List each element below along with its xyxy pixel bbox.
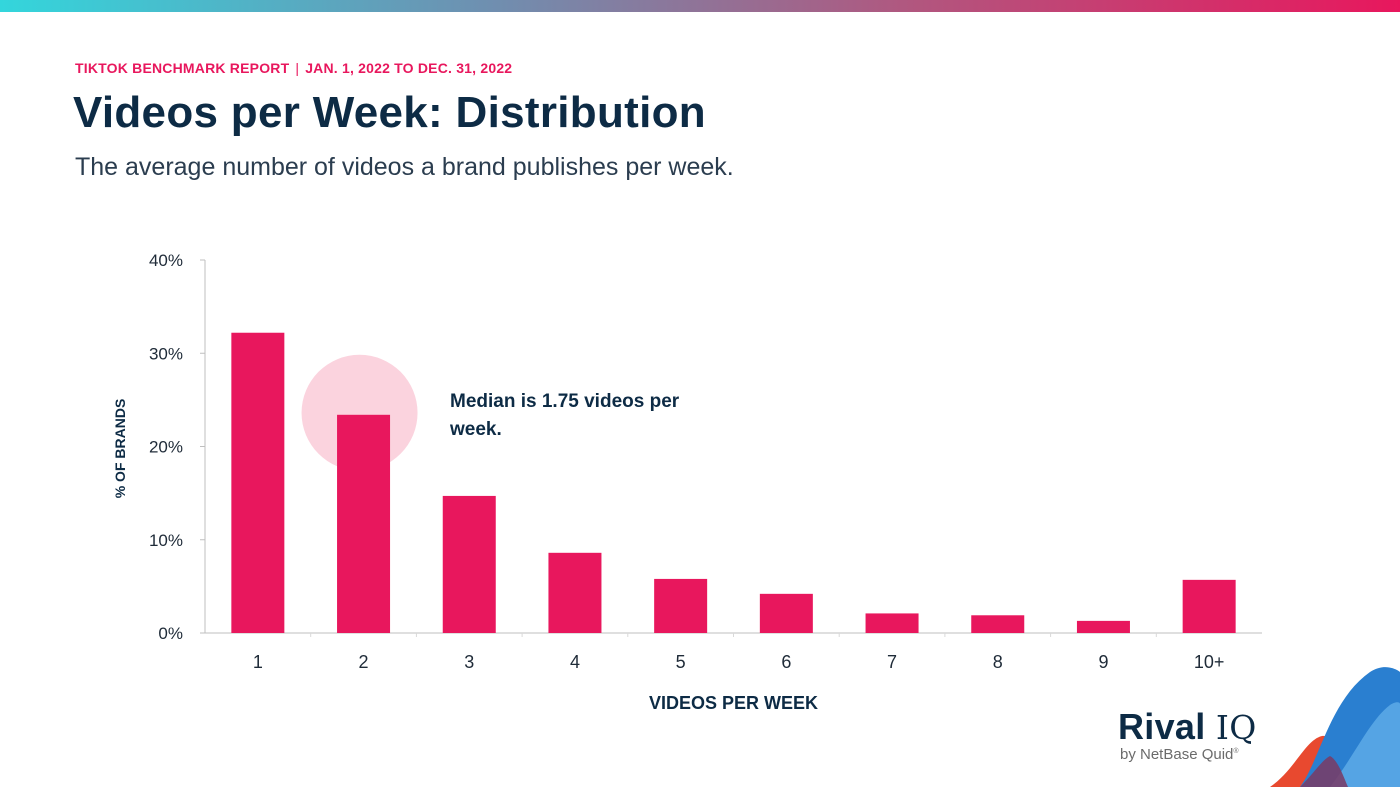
registered-mark: ® bbox=[1233, 748, 1239, 755]
top-gradient-bar bbox=[0, 0, 1400, 12]
x-tick-label: 4 bbox=[570, 652, 580, 672]
bar-9 bbox=[1076, 620, 1130, 633]
y-tick-label: 20% bbox=[149, 438, 183, 457]
report-name: TIKTOK BENCHMARK REPORT bbox=[75, 60, 290, 76]
x-tick-label: 5 bbox=[676, 652, 686, 672]
bar-8 bbox=[971, 615, 1025, 633]
brand-name-suffix: IQ bbox=[1215, 708, 1257, 747]
bar-4 bbox=[548, 552, 602, 633]
x-axis-title: VIDEOS PER WEEK bbox=[649, 693, 818, 713]
brand-name: Rival bbox=[1118, 706, 1206, 747]
y-tick-label: 10% bbox=[149, 531, 183, 550]
bar-2 bbox=[337, 414, 391, 633]
y-axis-title: % OF BRANDS bbox=[112, 399, 128, 499]
brand-tagline: by NetBase Quid® bbox=[1120, 746, 1239, 763]
bar-6 bbox=[759, 593, 813, 633]
report-date-range: JAN. 1, 2022 TO DEC. 31, 2022 bbox=[305, 60, 513, 76]
brand-logo: Rival IQ bbox=[1118, 706, 1257, 748]
page-subtitle: The average number of videos a brand pub… bbox=[75, 153, 734, 181]
bar-5 bbox=[654, 578, 708, 633]
bar-1 bbox=[231, 332, 285, 633]
x-tick-label: 6 bbox=[781, 652, 791, 672]
x-tick-label: 1 bbox=[253, 652, 263, 672]
report-eyebrow: TIKTOK BENCHMARK REPORT | JAN. 1, 2022 TO … bbox=[75, 60, 512, 76]
eyebrow-separator: | bbox=[295, 60, 300, 76]
x-tick-label: 8 bbox=[993, 652, 1003, 672]
x-tick-label: 2 bbox=[359, 652, 369, 672]
y-tick-label: 30% bbox=[149, 344, 183, 363]
x-tick-label: 7 bbox=[887, 652, 897, 672]
x-tick-label: 3 bbox=[464, 652, 474, 672]
brand-tagline-text: by NetBase Quid bbox=[1120, 746, 1234, 763]
median-annotation: Median is 1.75 videos per week. bbox=[449, 391, 680, 440]
bar-10+ bbox=[1182, 579, 1236, 633]
brand-wave-graphic bbox=[1270, 667, 1400, 787]
bar-7 bbox=[865, 613, 919, 633]
x-tick-label: 9 bbox=[1098, 652, 1108, 672]
bar-3 bbox=[442, 495, 496, 633]
y-tick-label: 0% bbox=[158, 624, 183, 643]
page-title: Videos per Week: Distribution bbox=[73, 88, 706, 137]
x-tick-label: 10+ bbox=[1194, 652, 1225, 672]
y-tick-label: 40% bbox=[149, 251, 183, 270]
